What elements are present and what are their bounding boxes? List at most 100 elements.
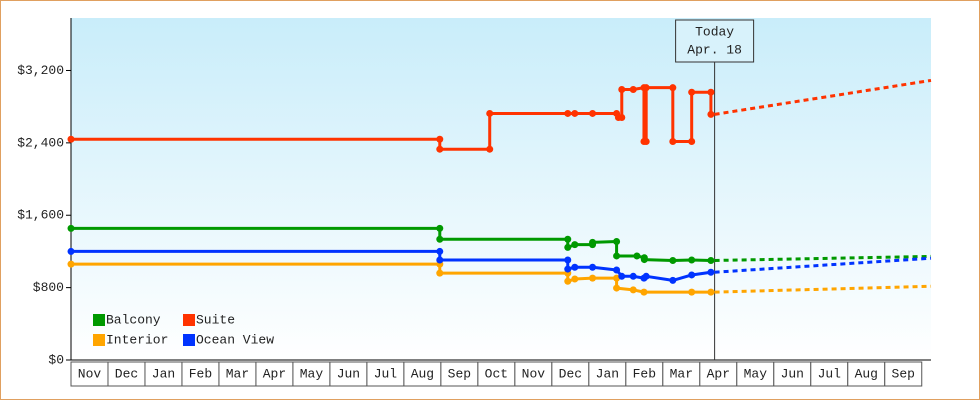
today-label: Apr. 18: [687, 42, 742, 57]
point: [571, 241, 579, 249]
point: [564, 243, 572, 251]
x-tick-label: Jan: [596, 366, 619, 381]
legend-label: Suite: [196, 312, 235, 327]
point: [67, 247, 75, 255]
point: [564, 265, 572, 273]
x-tick-label: Dec: [559, 366, 582, 381]
point: [642, 138, 650, 145]
legend-swatch: [183, 314, 195, 326]
point: [633, 252, 641, 260]
x-tick-box: [181, 361, 220, 387]
point: [436, 135, 444, 143]
point: [629, 286, 637, 294]
x-tick-label: Feb: [189, 366, 212, 381]
point: [486, 145, 494, 153]
x-tick-label: Apr: [707, 366, 730, 381]
point: [67, 135, 75, 143]
x-tick-label: Jul: [374, 366, 398, 381]
x-tick-box: [255, 361, 294, 387]
point: [564, 235, 572, 243]
x-tick-label: Mar: [226, 366, 249, 381]
point: [436, 224, 444, 232]
point: [688, 256, 696, 264]
y-tick-label: $2,400: [17, 135, 64, 150]
today-label: Today: [695, 24, 734, 39]
forecast-line: [714, 254, 932, 262]
legend-label: Balcony: [106, 312, 161, 327]
legend-swatch: [183, 334, 195, 346]
x-tick-label: Nov: [78, 366, 102, 381]
y-tick-label: $1,600: [17, 208, 64, 223]
x-tick-box: [699, 361, 738, 387]
point: [571, 275, 579, 283]
x-tick-label: Apr: [263, 366, 286, 381]
point: [707, 88, 715, 96]
x-tick-label: Jun: [781, 366, 804, 381]
point: [589, 238, 597, 246]
x-tick-label: Jan: [152, 366, 175, 381]
x-tick-label: Aug: [855, 366, 878, 381]
x-tick-label: Jun: [337, 366, 360, 381]
x-tick-box: [847, 361, 886, 387]
point: [669, 84, 677, 92]
point: [564, 109, 572, 117]
point: [486, 109, 494, 117]
legend-label: Interior: [106, 332, 168, 347]
point: [688, 138, 696, 145]
forecast-line: [714, 78, 932, 116]
point: [618, 272, 626, 280]
point: [613, 252, 621, 260]
point: [613, 237, 621, 245]
point: [688, 288, 696, 296]
x-tick-box: [477, 361, 516, 387]
x-tick-label: May: [300, 366, 324, 381]
y-tick-label: $800: [33, 280, 64, 295]
point: [707, 268, 715, 276]
point: [629, 272, 637, 280]
point: [436, 269, 444, 277]
point: [571, 263, 579, 271]
point: [707, 110, 715, 118]
point: [67, 260, 75, 268]
y-tick-label: $0: [48, 352, 64, 367]
x-tick-box: [588, 361, 627, 387]
point: [707, 256, 715, 264]
x-tick-label: Feb: [633, 366, 656, 381]
x-tick-label: Nov: [522, 366, 546, 381]
point: [669, 138, 677, 145]
x-tick-box: [329, 361, 368, 387]
today-box: [675, 19, 755, 63]
point: [613, 266, 621, 274]
point: [618, 114, 626, 122]
point: [642, 84, 650, 92]
point: [629, 85, 637, 93]
point: [642, 272, 650, 280]
x-tick-box: [662, 361, 701, 387]
point: [688, 88, 696, 96]
point: [436, 247, 444, 255]
plot-area: [71, 18, 931, 360]
x-tick-box: [403, 361, 442, 387]
legend-swatch: [93, 334, 105, 346]
legend-swatch: [93, 314, 105, 326]
forecast-line: [714, 284, 932, 294]
legend-label: Ocean View: [196, 332, 274, 347]
x-tick-label: Oct: [485, 366, 508, 381]
x-tick-box: [551, 361, 590, 387]
x-tick-label: Sep: [892, 366, 915, 381]
point: [688, 271, 696, 279]
point: [589, 274, 597, 282]
x-tick-label: Dec: [115, 366, 138, 381]
x-tick-label: Sep: [448, 366, 471, 381]
point: [707, 288, 715, 296]
series-line: [71, 226, 711, 262]
point: [640, 288, 648, 296]
point: [613, 284, 621, 292]
point: [436, 256, 444, 264]
point: [67, 224, 75, 232]
point: [436, 235, 444, 243]
x-tick-box: [736, 361, 775, 387]
x-tick-label: Mar: [670, 366, 693, 381]
point: [436, 145, 444, 153]
